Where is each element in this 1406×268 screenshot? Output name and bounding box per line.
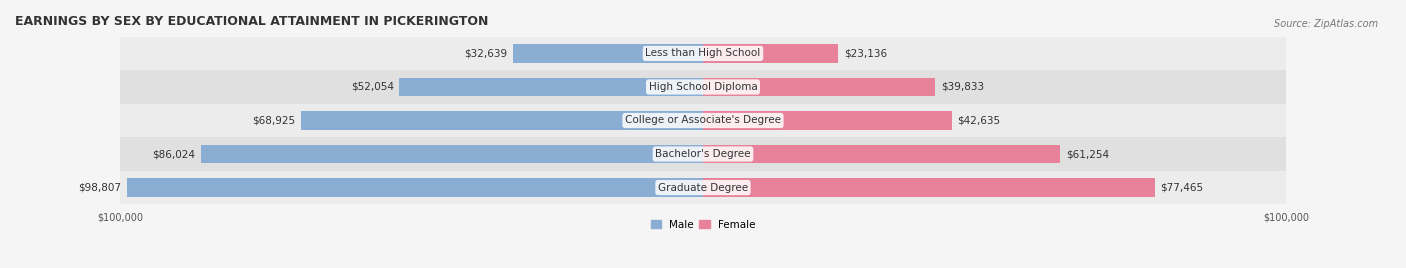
- Bar: [120, 137, 1286, 171]
- Bar: [703, 145, 1060, 163]
- Text: EARNINGS BY SEX BY EDUCATIONAL ATTAINMENT IN PICKERINGTON: EARNINGS BY SEX BY EDUCATIONAL ATTAINMEN…: [15, 15, 488, 28]
- Text: $42,635: $42,635: [957, 116, 1001, 125]
- Bar: [127, 178, 703, 197]
- Text: $86,024: $86,024: [153, 149, 195, 159]
- Bar: [120, 70, 1286, 104]
- Bar: [201, 145, 703, 163]
- Bar: [120, 37, 1286, 70]
- Bar: [703, 44, 838, 63]
- Bar: [703, 111, 952, 130]
- Text: Less than High School: Less than High School: [645, 49, 761, 58]
- Text: Source: ZipAtlas.com: Source: ZipAtlas.com: [1274, 19, 1378, 29]
- Text: Graduate Degree: Graduate Degree: [658, 183, 748, 192]
- Bar: [399, 78, 703, 96]
- Bar: [703, 78, 935, 96]
- Bar: [513, 44, 703, 63]
- Bar: [703, 178, 1154, 197]
- Bar: [301, 111, 703, 130]
- Text: $68,925: $68,925: [252, 116, 295, 125]
- Legend: Male, Female: Male, Female: [647, 215, 759, 234]
- Text: College or Associate's Degree: College or Associate's Degree: [626, 116, 780, 125]
- Text: $52,054: $52,054: [350, 82, 394, 92]
- Text: $32,639: $32,639: [464, 49, 508, 58]
- Text: Bachelor's Degree: Bachelor's Degree: [655, 149, 751, 159]
- Text: $39,833: $39,833: [941, 82, 984, 92]
- Text: High School Diploma: High School Diploma: [648, 82, 758, 92]
- Text: $77,465: $77,465: [1160, 183, 1204, 192]
- Bar: [120, 171, 1286, 204]
- Bar: [120, 104, 1286, 137]
- Text: $23,136: $23,136: [844, 49, 887, 58]
- Text: $61,254: $61,254: [1066, 149, 1109, 159]
- Text: $98,807: $98,807: [79, 183, 121, 192]
